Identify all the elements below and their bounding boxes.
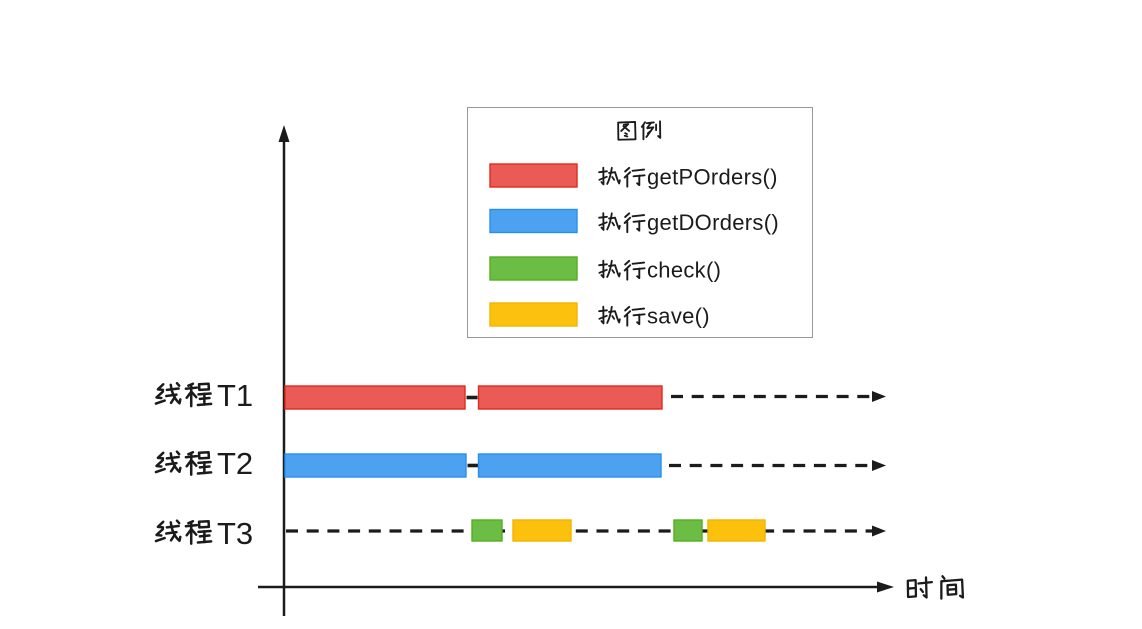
svg-text:getDOrders(): getDOrders() bbox=[647, 210, 779, 235]
svg-text:T2: T2 bbox=[217, 446, 253, 481]
svg-text:T3: T3 bbox=[217, 516, 253, 551]
svg-text:T1: T1 bbox=[217, 378, 253, 413]
svg-text:save(): save() bbox=[647, 304, 710, 329]
svg-text:check(): check() bbox=[647, 258, 721, 283]
svg-text:getPOrders(): getPOrders() bbox=[647, 165, 778, 190]
